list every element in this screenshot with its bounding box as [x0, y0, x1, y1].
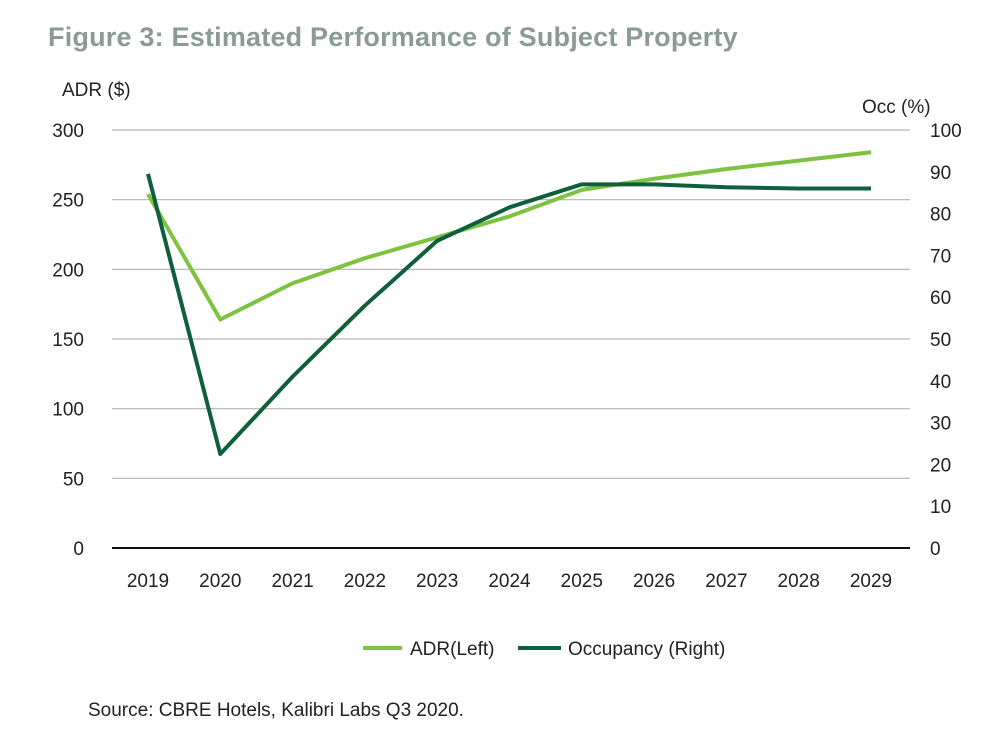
x-tick-label: 2023: [416, 571, 458, 592]
right-tick-label: 10: [930, 497, 951, 518]
right-tick-label: 30: [930, 414, 951, 435]
x-axis-ticks: 2019 2020 2021 2022 2023 2024 2025 2026 2027 2028…: [127, 571, 892, 592]
gridlines: [112, 129, 910, 479]
left-axis-label: ADR ($): [62, 80, 131, 101]
left-tick-label: 100: [52, 400, 84, 421]
x-tick-label: 2029: [850, 571, 892, 592]
source-note: Source: CBRE Hotels, Kalibri Labs Q3 202…: [88, 700, 464, 721]
right-tick-label: 90: [930, 163, 951, 184]
legend: ADR(Left) Occupancy (Right): [363, 639, 725, 660]
left-tick-label: 250: [52, 191, 84, 212]
x-tick-label: 2024: [488, 571, 531, 592]
x-tick-label: 2027: [705, 571, 747, 592]
left-tick-label: 150: [52, 330, 84, 351]
x-tick-label: 2020: [199, 571, 241, 592]
right-tick-label: 20: [930, 455, 951, 476]
adr-series-line: [146, 150, 872, 322]
x-tick-label: 2025: [561, 571, 603, 592]
legend-label-occupancy: Occupancy (Right): [568, 639, 725, 660]
legend-label-adr: ADR(Left): [410, 639, 494, 660]
x-tick-label: 2026: [633, 571, 675, 592]
right-tick-label: 80: [930, 205, 951, 226]
chart-title: Figure 3: Estimated Performance of Subje…: [48, 22, 738, 52]
left-tick-label: 200: [52, 260, 84, 281]
x-tick-label: 2028: [778, 571, 820, 592]
series-lines: [146, 150, 872, 456]
left-axis-ticks: 0 50 100 150 200 250 300: [52, 121, 84, 560]
right-tick-label: 100: [930, 121, 962, 142]
left-tick-label: 300: [52, 121, 84, 142]
x-tick-label: 2022: [344, 571, 386, 592]
right-tick-label: 0: [930, 539, 941, 560]
right-tick-label: 60: [930, 288, 951, 309]
right-axis-ticks: 0 10 20 30 40 50 60 70 80 90 100: [930, 121, 962, 560]
x-tick-label: 2019: [127, 571, 169, 592]
right-tick-label: 50: [930, 330, 951, 351]
x-tick-label: 2021: [271, 571, 313, 592]
right-tick-label: 70: [930, 246, 951, 267]
right-axis-label: Occ (%): [862, 97, 931, 118]
occupancy-series-line: [146, 173, 871, 456]
left-tick-label: 0: [73, 539, 84, 560]
right-tick-label: 40: [930, 372, 951, 393]
left-tick-label: 50: [63, 469, 84, 490]
